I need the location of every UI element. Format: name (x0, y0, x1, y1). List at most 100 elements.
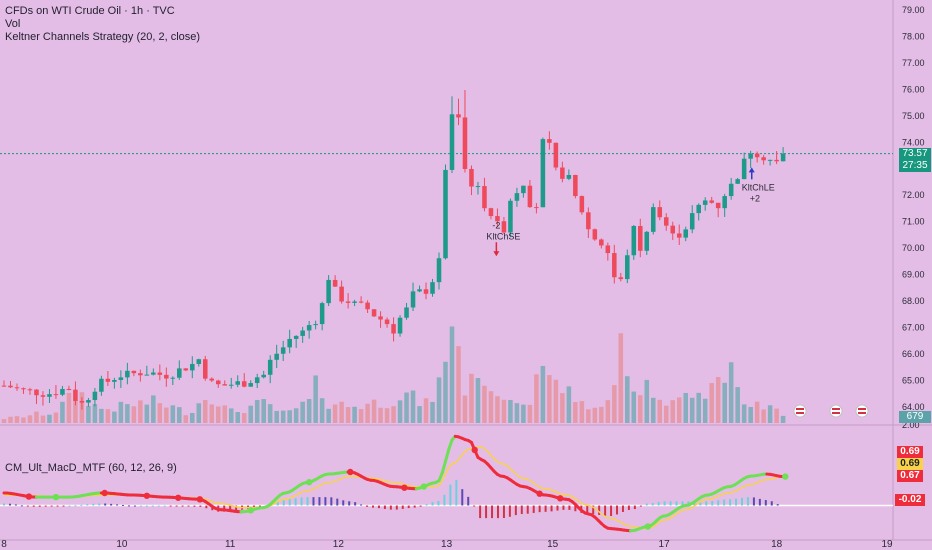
macd-histogram-bar (282, 499, 285, 506)
volume-bar (475, 378, 481, 423)
price-tick-label: 67.00 (902, 322, 925, 332)
volume-bar (650, 397, 656, 423)
macd-histogram-bar (604, 505, 607, 516)
macd-histogram-bar (104, 503, 107, 506)
candle-body (300, 330, 305, 336)
time-tick-label: 8 (1, 539, 7, 550)
volume-bar (27, 415, 33, 423)
candle-body (157, 372, 163, 375)
candle-body (339, 286, 344, 302)
volume-bar (404, 392, 409, 423)
volume-bar (586, 409, 591, 423)
candle-body (625, 255, 630, 280)
volume-bar (767, 405, 773, 423)
candle-body (430, 282, 435, 294)
candle-body (190, 363, 195, 371)
macd-histogram-bar (485, 505, 488, 519)
candle-body (14, 387, 20, 389)
volume-bar (501, 399, 507, 423)
volume-bar (86, 406, 91, 423)
volume-bar (177, 407, 182, 423)
volume-bar (774, 408, 779, 423)
volume-bar (215, 406, 221, 423)
candle-body (183, 368, 189, 371)
macd-histogram-bar (455, 479, 458, 506)
volume-bar (73, 400, 78, 423)
macd-histogram-bar (348, 501, 351, 506)
chart-title[interactable]: CFDs on WTI Crude Oil · 1h · TVC (5, 5, 175, 17)
candle-body (761, 157, 766, 161)
macd-histogram-bar (318, 497, 321, 506)
long-entry-qty: +2 (750, 193, 760, 203)
volume-bar (657, 399, 663, 423)
macd-histogram-bar (139, 505, 142, 507)
candle-body (482, 186, 487, 209)
candle-body (573, 174, 578, 197)
macd-histogram-bar (181, 505, 184, 507)
candle-body (599, 239, 604, 246)
short-entry-qty: -2 (492, 220, 500, 230)
candle-body (748, 153, 753, 159)
volume-legend[interactable]: Vol (5, 18, 21, 30)
volume-bar (423, 398, 429, 423)
macd-cross-dot (471, 446, 478, 454)
macd-histogram-bar (187, 505, 190, 507)
macd-histogram-bar (98, 503, 101, 506)
macd-cross-dot (347, 468, 354, 476)
macd-histogram-bar (776, 504, 779, 506)
volume-bar (670, 400, 676, 423)
candle-body (670, 225, 676, 234)
macd-histogram-bar (169, 505, 172, 507)
candle-body (540, 139, 546, 208)
macd-histogram-bar (633, 505, 636, 510)
candle-body (131, 370, 137, 374)
volume-bar (592, 407, 598, 423)
flag-stripe (858, 412, 866, 414)
candle-body (60, 388, 65, 395)
candle-body (735, 179, 740, 184)
volume-bar (306, 399, 312, 423)
candle-body (1, 385, 7, 387)
macd-histogram-bar (235, 505, 238, 511)
candle-body (462, 117, 468, 169)
short-entry-arrowhead (493, 251, 500, 257)
candle-body (397, 317, 403, 334)
candle-body (235, 381, 241, 385)
volume-bar (157, 403, 163, 423)
macd-histogram-bar (425, 504, 428, 506)
macd-histogram-bar (443, 494, 446, 506)
candle-body (222, 384, 228, 386)
candle-body (534, 207, 539, 209)
strategy-legend[interactable]: Keltner Channels Strategy (20, 2, close) (5, 31, 201, 43)
candle-body (508, 200, 513, 233)
macd-histogram-bar (550, 505, 553, 512)
volume-bar (365, 403, 370, 423)
macd-histogram-bar (526, 505, 529, 514)
volume-bar (1, 419, 7, 423)
volume-bar (144, 404, 150, 423)
macd-histogram-bar (229, 505, 232, 511)
candle-body (404, 307, 409, 318)
candle-body (267, 359, 273, 375)
candle-body (683, 229, 689, 238)
volume-bar (696, 392, 701, 423)
macd-histogram-bar (592, 505, 595, 515)
volume-bar (358, 409, 364, 423)
macd-histogram-bar (3, 503, 5, 506)
flag-stripe (796, 412, 804, 414)
macd-histogram-bar (419, 505, 422, 507)
oscillator-legend[interactable]: CM_Ult_MacD_MTF (60, 12, 26, 9) (5, 462, 177, 474)
volume-bar (34, 411, 39, 423)
candle-body (741, 158, 747, 180)
volume-bar (332, 404, 338, 423)
macd-histogram-bar (74, 505, 77, 507)
volume-bar (495, 396, 500, 423)
candle-body (579, 196, 585, 213)
volume-bar (267, 404, 273, 423)
candle-body (443, 169, 448, 259)
candle-body (689, 213, 695, 230)
macd-histogram-bar (407, 505, 410, 509)
volume-bar (99, 408, 104, 423)
